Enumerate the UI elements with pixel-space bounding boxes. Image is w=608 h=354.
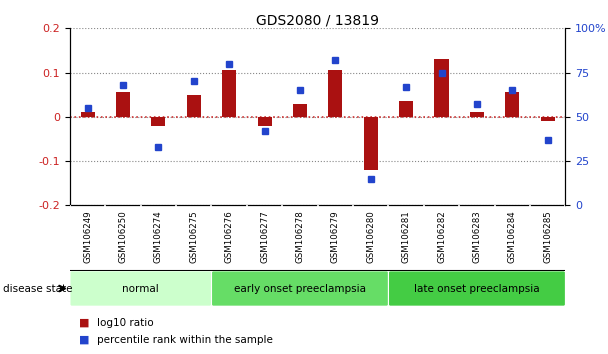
Text: log10 ratio: log10 ratio <box>97 318 154 328</box>
Text: GSM106274: GSM106274 <box>154 211 163 263</box>
Bar <box>541 117 555 121</box>
Text: disease state: disease state <box>3 284 72 294</box>
Text: GSM106285: GSM106285 <box>543 211 552 263</box>
Bar <box>399 101 413 117</box>
Bar <box>293 104 307 117</box>
Bar <box>258 117 272 126</box>
Bar <box>328 70 342 117</box>
Text: normal: normal <box>122 284 159 293</box>
Bar <box>116 92 130 117</box>
Text: GSM106250: GSM106250 <box>119 211 128 263</box>
Text: ■: ■ <box>79 335 89 345</box>
Bar <box>470 113 484 117</box>
Text: GSM106281: GSM106281 <box>402 211 410 263</box>
Text: early onset preeclampsia: early onset preeclampsia <box>234 284 366 293</box>
Text: GSM106279: GSM106279 <box>331 211 340 263</box>
Text: GSM106276: GSM106276 <box>225 211 233 263</box>
Bar <box>187 95 201 117</box>
Text: GSM106275: GSM106275 <box>189 211 198 263</box>
Text: GSM106283: GSM106283 <box>472 211 482 263</box>
Bar <box>505 92 519 117</box>
Bar <box>80 113 95 117</box>
Title: GDS2080 / 13819: GDS2080 / 13819 <box>256 13 379 27</box>
Bar <box>435 59 449 117</box>
Bar <box>222 70 237 117</box>
Text: GSM106249: GSM106249 <box>83 211 92 263</box>
Text: GSM106282: GSM106282 <box>437 211 446 263</box>
Bar <box>151 117 165 126</box>
Text: percentile rank within the sample: percentile rank within the sample <box>97 335 273 345</box>
FancyBboxPatch shape <box>212 271 389 306</box>
Text: GSM106284: GSM106284 <box>508 211 517 263</box>
Text: GSM106280: GSM106280 <box>366 211 375 263</box>
Text: GSM106278: GSM106278 <box>295 211 305 263</box>
Bar <box>364 117 378 170</box>
FancyBboxPatch shape <box>389 271 565 306</box>
Text: late onset preeclampsia: late onset preeclampsia <box>414 284 540 293</box>
Text: GSM106277: GSM106277 <box>260 211 269 263</box>
FancyBboxPatch shape <box>70 271 212 306</box>
Text: ■: ■ <box>79 318 89 328</box>
